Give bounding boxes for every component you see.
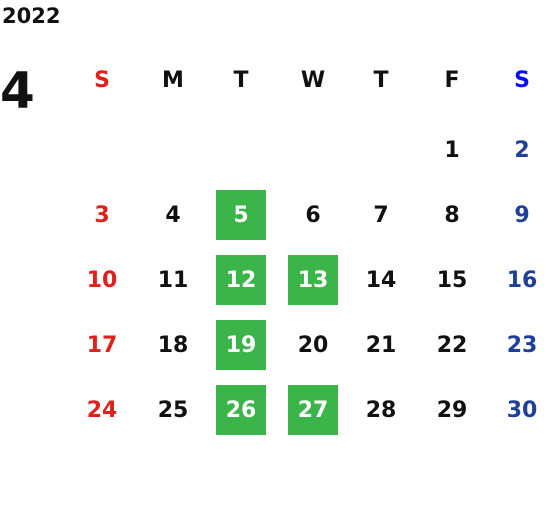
- day-number: 25: [158, 398, 189, 423]
- day-number: 1: [444, 138, 459, 163]
- day-number: 9: [514, 203, 529, 228]
- day-number: 6: [305, 203, 320, 228]
- weekday-label: T: [373, 68, 388, 93]
- day-number: 23: [507, 333, 538, 358]
- day-number: 10: [87, 268, 118, 293]
- day-number: 27: [298, 398, 329, 423]
- highlight-box: [216, 255, 266, 305]
- day-number: 29: [437, 398, 468, 423]
- day-number: 16: [507, 268, 538, 293]
- day-number: 13: [298, 268, 329, 293]
- day-number: 15: [437, 268, 468, 293]
- day-number: 24: [87, 398, 118, 423]
- day-number: 4: [165, 203, 180, 228]
- day-number: 21: [366, 333, 397, 358]
- highlight-box: [288, 385, 338, 435]
- day-number: 28: [366, 398, 397, 423]
- day-number: 20: [298, 333, 329, 358]
- weekday-label: M: [162, 68, 184, 93]
- highlight-box: [216, 320, 266, 370]
- day-number: 7: [373, 203, 388, 228]
- highlight-box: [288, 255, 338, 305]
- weekday-label: T: [233, 68, 248, 93]
- day-number: 19: [226, 333, 257, 358]
- highlight-box: [216, 190, 266, 240]
- day-number: 11: [158, 268, 189, 293]
- day-number: 12: [226, 268, 257, 293]
- day-number: 2: [514, 138, 529, 163]
- highlight-box: [216, 385, 266, 435]
- month: 4: [0, 62, 35, 120]
- day-number: 26: [226, 398, 257, 423]
- weekday-label: F: [444, 68, 459, 93]
- day-number: 22: [437, 333, 468, 358]
- day-number: 3: [94, 203, 109, 228]
- day-number: 18: [158, 333, 189, 358]
- day-number: 17: [87, 333, 118, 358]
- day-number: 30: [507, 398, 538, 423]
- year: 2022: [2, 4, 60, 28]
- weekday-label: W: [301, 68, 325, 93]
- day-number: 8: [444, 203, 459, 228]
- weekday-label: S: [514, 68, 530, 93]
- weekday-label: S: [94, 68, 110, 93]
- day-number: 14: [366, 268, 397, 293]
- day-number: 5: [233, 203, 248, 228]
